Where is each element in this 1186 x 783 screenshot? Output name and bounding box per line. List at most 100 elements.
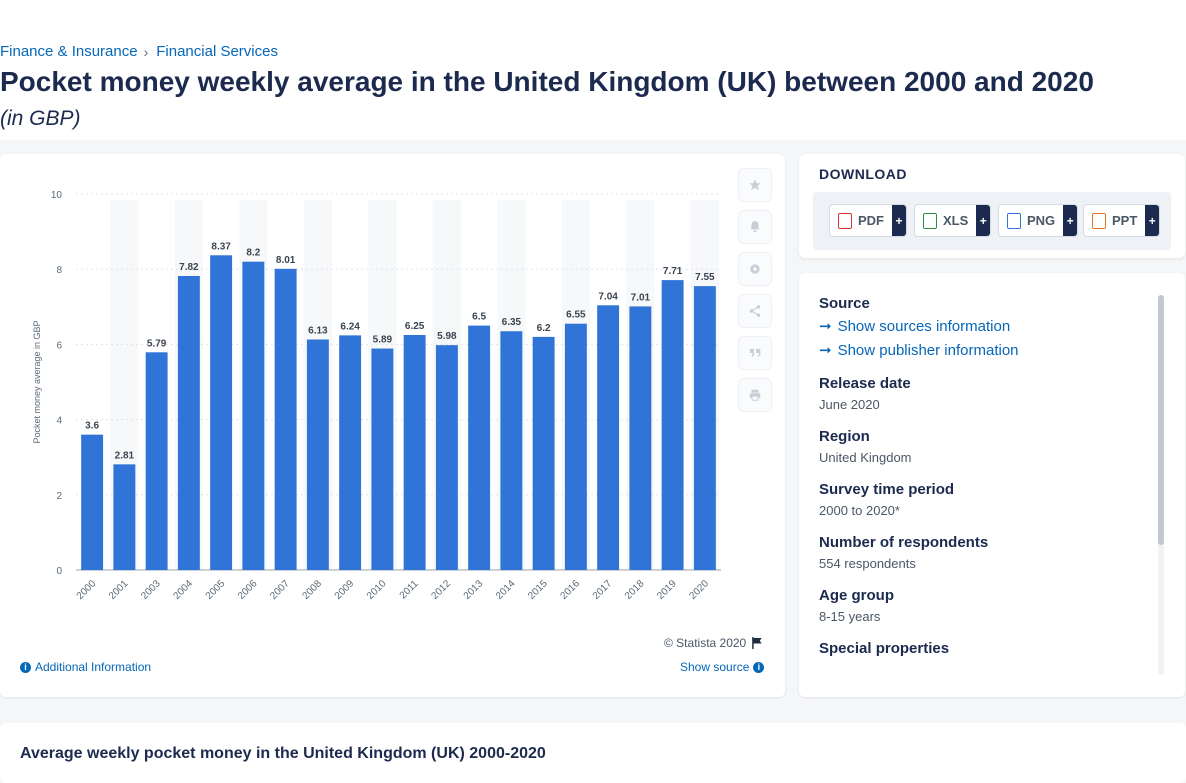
download-ppt-button[interactable]: PPT + — [1083, 204, 1161, 237]
bar-2017[interactable] — [597, 305, 620, 570]
show-publisher-link[interactable]: ➞ Show publisher information — [819, 341, 1149, 360]
x-tick-label: 2000 — [75, 578, 99, 602]
y-tick-label: 6 — [56, 340, 62, 351]
additional-information-link[interactable]: i Additional Information — [20, 660, 151, 674]
download-xls-label: XLS — [943, 213, 969, 228]
download-pdf-plus[interactable]: + — [892, 205, 906, 236]
breadcrumb-item-finance[interactable]: Finance & Insurance — [0, 43, 138, 60]
region-value: United Kingdom — [819, 450, 912, 465]
data-label: 7.82 — [179, 262, 199, 273]
bar-2015[interactable] — [532, 336, 555, 570]
breadcrumb-item-financial-services[interactable]: Financial Services — [156, 43, 278, 60]
share-icon — [749, 305, 761, 317]
data-label: 6.24 — [340, 321, 360, 332]
arrow-right-icon: ➞ — [819, 318, 832, 335]
x-tick-label: 2018 — [623, 578, 647, 602]
breadcrumb-separator: › — [143, 43, 149, 60]
notify-button[interactable] — [738, 210, 772, 244]
star-icon — [749, 179, 761, 191]
respondents-value: 554 respondents — [819, 556, 916, 571]
x-tick-label: 2003 — [139, 578, 163, 602]
special-properties-label: Special properties — [819, 640, 950, 657]
share-button[interactable] — [738, 294, 772, 328]
breadcrumb: Finance & Insurance › Financial Services — [0, 43, 278, 60]
y-axis-label: Pocket money average in GBP — [32, 320, 42, 443]
bar-2001[interactable] — [113, 464, 136, 570]
data-label: 7.04 — [598, 291, 618, 302]
related-statistic-card: Average weekly pocket money in the Unite… — [0, 723, 1186, 783]
bar-2004[interactable] — [177, 275, 200, 570]
x-tick-label: 2019 — [655, 578, 679, 602]
show-sources-label: Show sources information — [837, 317, 1011, 335]
download-png-label: PNG — [1027, 213, 1056, 228]
favorite-button[interactable] — [738, 168, 772, 202]
y-tick-label: 10 — [51, 190, 63, 201]
bar-2003[interactable] — [145, 352, 168, 570]
show-sources-link[interactable]: ➞ Show sources information — [819, 317, 1149, 336]
download-xls-button[interactable]: XLS + — [914, 204, 992, 237]
bar-2016[interactable] — [564, 323, 587, 570]
download-png-button[interactable]: PNG + — [998, 204, 1079, 237]
data-label: 7.55 — [695, 272, 715, 283]
age-group-label: Age group — [819, 587, 894, 604]
x-tick-label: 2006 — [236, 578, 260, 602]
data-label: 7.01 — [631, 292, 651, 303]
x-tick-label: 2017 — [591, 578, 615, 602]
bar-2005[interactable] — [210, 255, 233, 570]
data-label: 6.13 — [308, 326, 328, 337]
show-publisher-label: Show publisher information — [837, 341, 1019, 359]
data-label: 6.35 — [502, 317, 522, 328]
bar-2009[interactable] — [339, 335, 362, 570]
bar-chart: 0 2 4 6 8 10 Pocket money average in GBP 3.6 200… — [32, 190, 721, 602]
page-subtitle: (in GBP) — [0, 107, 81, 130]
bar-2007[interactable] — [274, 268, 297, 570]
bar-2013[interactable] — [468, 325, 491, 570]
download-card: DOWNLOAD PDF + XLS + PNG + PPT + — [799, 154, 1185, 258]
page-title: Pocket money weekly average in the Unite… — [0, 66, 1094, 97]
bar-2006[interactable] — [242, 261, 265, 570]
show-source-label: Show source — [680, 660, 750, 674]
flag-icon[interactable] — [752, 637, 763, 649]
x-tick-label: 2001 — [107, 578, 131, 602]
release-date-label: Release date — [819, 375, 911, 392]
bar-2019[interactable] — [661, 280, 684, 570]
bar-2011[interactable] — [403, 335, 426, 570]
download-xls-plus[interactable]: + — [976, 205, 991, 236]
data-label: 2.81 — [115, 450, 135, 461]
bar-2000[interactable] — [81, 434, 104, 570]
info-icon: i — [20, 661, 31, 673]
copyright-text: © Statista 2020 — [664, 636, 747, 650]
release-date-value: June 2020 — [819, 397, 880, 412]
bar-2014[interactable] — [500, 331, 523, 570]
show-source-link[interactable]: Show source i — [680, 660, 765, 674]
data-label: 8.2 — [246, 248, 260, 259]
bar-2018[interactable] — [629, 306, 652, 570]
x-tick-label: 2013 — [462, 578, 486, 602]
data-label: 3.6 — [85, 421, 99, 432]
bar-2008[interactable] — [306, 339, 329, 570]
download-ppt-plus[interactable]: + — [1145, 205, 1160, 236]
x-tick-label: 2005 — [204, 578, 228, 602]
x-tick-label: 2014 — [494, 578, 518, 602]
data-label: 5.98 — [437, 331, 457, 342]
data-label: 7.71 — [663, 266, 683, 277]
cite-button[interactable] — [738, 336, 772, 370]
y-tick-label: 4 — [56, 416, 62, 427]
print-button[interactable] — [738, 378, 772, 412]
header-area — [0, 0, 1186, 140]
details-scrollbar-thumb[interactable] — [1158, 295, 1164, 545]
download-pdf-button[interactable]: PDF + — [829, 204, 907, 237]
y-tick-label: 2 — [56, 491, 62, 502]
download-png-plus[interactable]: + — [1063, 205, 1078, 236]
data-label: 5.89 — [373, 335, 393, 346]
details-scrollbar[interactable] — [1158, 295, 1164, 675]
bar-2012[interactable] — [435, 345, 458, 570]
bar-2020[interactable] — [693, 286, 716, 570]
data-label: 6.55 — [566, 310, 586, 321]
bell-icon — [750, 221, 760, 233]
bar-2010[interactable] — [371, 348, 394, 570]
related-statistic-title[interactable]: Average weekly pocket money in the Unite… — [20, 745, 546, 762]
x-tick-label: 2020 — [687, 578, 711, 602]
info-icon: i — [753, 661, 765, 673]
settings-button[interactable] — [738, 252, 772, 286]
